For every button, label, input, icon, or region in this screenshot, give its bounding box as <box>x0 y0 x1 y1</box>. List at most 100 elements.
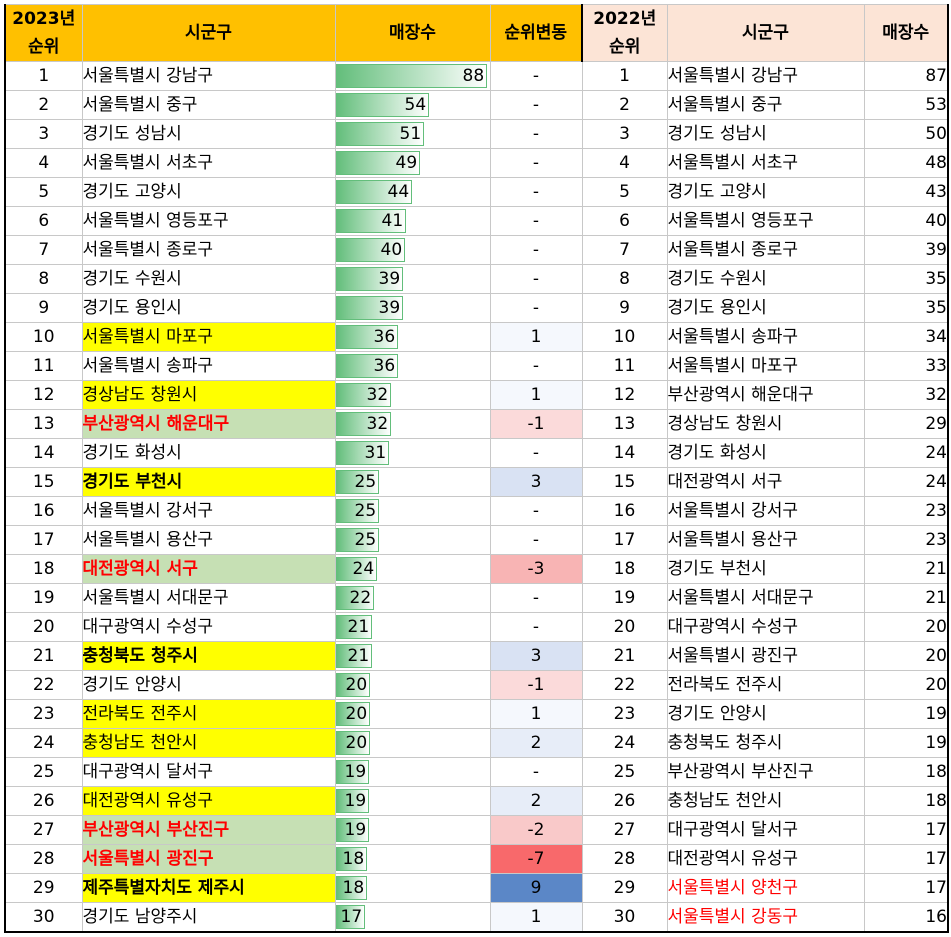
count-data-bar <box>336 731 370 755</box>
table-row: 2 서울특별시 중구 54-2 서울특별시 중구 53 <box>4 90 949 120</box>
count-2023-cell: 21 <box>334 641 491 671</box>
region-2022-cell: 서울특별시 양천구 <box>666 873 865 903</box>
region-2023-cell: 대전광역시 유성구 <box>81 786 336 816</box>
count-2023-cell: 25 <box>334 525 491 555</box>
rank-change-cell: 3 <box>489 641 583 671</box>
rank-2023-cell: 5 <box>4 177 83 207</box>
region-2022-cell: 경기도 안양시 <box>666 699 865 729</box>
table-row: 14 경기도 화성시 31-14 경기도 화성시 24 <box>4 438 949 468</box>
count-2023-cell: 51 <box>334 119 491 149</box>
region-2022-cell: 대전광역시 유성구 <box>666 844 865 874</box>
rank-change-cell: - <box>489 583 583 613</box>
count-2022-cell: 23 <box>863 496 949 526</box>
count-2023-value: 18 <box>342 849 365 869</box>
region-2022-cell: 서울특별시 마포구 <box>666 351 865 381</box>
rank-change-cell: -1 <box>489 409 583 439</box>
count-2022-cell: 19 <box>863 699 949 729</box>
rank-change-cell: - <box>489 177 583 207</box>
count-2022-cell: 33 <box>863 351 949 381</box>
rank-2022-cell: 21 <box>581 641 668 671</box>
table-row: 8 경기도 수원시 39-8 경기도 수원시 35 <box>4 264 949 294</box>
count-2023-value: 31 <box>364 443 387 463</box>
region-2023-cell: 경기도 성남시 <box>81 119 336 149</box>
rank-2022-cell: 11 <box>581 351 668 381</box>
table-row: 5 경기도 고양시 44-5 경기도 고양시 43 <box>4 177 949 207</box>
region-2023-cell: 서울특별시 서대문구 <box>81 583 336 613</box>
rank-2023-cell: 20 <box>4 612 83 642</box>
count-data-bar <box>336 93 429 117</box>
count-2023-value: 44 <box>387 182 410 202</box>
rank-change-cell: - <box>489 525 583 555</box>
table-row: 24 충청남도 천안시 20 2 24 충청북도 청주시 19 <box>4 728 949 758</box>
count-2023-cell: 22 <box>334 583 491 613</box>
region-2023-cell: 경기도 남양주시 <box>81 902 336 933</box>
count-data-bar <box>336 151 420 175</box>
count-2023-cell: 19 <box>334 757 491 787</box>
table-row: 25 대구광역시 달서구 19-25 부산광역시 부산진구 18 <box>4 757 949 787</box>
count-2023-value: 88 <box>462 66 485 86</box>
table-row: 1 서울특별시 강남구 88-1 서울특별시 강남구 87 <box>4 61 949 91</box>
count-2023-cell: 32 <box>334 380 491 410</box>
count-data-bar <box>336 876 367 900</box>
table-row: 9 경기도 용인시 39-9 경기도 용인시 35 <box>4 293 949 323</box>
count-2022-cell: 20 <box>863 641 949 671</box>
region-2023-cell: 전라북도 전주시 <box>81 699 336 729</box>
count-data-bar <box>336 760 369 784</box>
rank-2022-cell: 14 <box>581 438 668 468</box>
region-2023-cell: 서울특별시 마포구 <box>81 322 336 352</box>
table-row: 21 충청북도 청주시 21 3 21 서울특별시 광진구 20 <box>4 641 949 671</box>
region-2023-cell: 서울특별시 송파구 <box>81 351 336 381</box>
count-2023-cell: 20 <box>334 699 491 729</box>
rank-2022-cell: 15 <box>581 467 668 497</box>
region-2022-cell: 경기도 부천시 <box>666 554 865 584</box>
rank-2023-cell: 2 <box>4 90 83 120</box>
rank-2023-cell: 23 <box>4 699 83 729</box>
region-2023-cell: 부산광역시 해운대구 <box>81 409 336 439</box>
header-rank-change: 순위변동 <box>489 4 583 62</box>
region-2023-cell: 서울특별시 강남구 <box>81 61 336 91</box>
region-2022-cell: 서울특별시 강동구 <box>666 902 865 933</box>
rank-change-cell: - <box>489 293 583 323</box>
rank-change-cell: 2 <box>489 728 583 758</box>
count-2023-value: 22 <box>349 588 372 608</box>
count-data-bar <box>336 644 372 668</box>
rank-change-cell: 1 <box>489 699 583 729</box>
rank-2023-cell: 15 <box>4 467 83 497</box>
region-2023-cell: 서울특별시 광진구 <box>81 844 336 874</box>
region-2022-cell: 서울특별시 영등포구 <box>666 206 865 236</box>
table-row: 16 서울특별시 강서구 25-16 서울특별시 강서구 23 <box>4 496 949 526</box>
count-data-bar <box>336 615 372 639</box>
rank-change-cell: - <box>489 90 583 120</box>
count-2023-value: 25 <box>354 472 377 492</box>
rank-2022-cell: 2 <box>581 90 668 120</box>
count-2023-value: 32 <box>366 414 389 434</box>
table-row: 7 서울특별시 종로구 40-7 서울특별시 종로구 39 <box>4 235 949 265</box>
rank-2022-cell: 8 <box>581 264 668 294</box>
region-2022-cell: 서울특별시 중구 <box>666 90 865 120</box>
rank-2023-cell: 6 <box>4 206 83 236</box>
rank-2023-cell: 12 <box>4 380 83 410</box>
table-row: 30 경기도 남양주시 17 1 30 서울특별시 강동구 16 <box>4 902 949 933</box>
count-data-bar <box>336 412 391 436</box>
count-2023-value: 20 <box>345 675 368 695</box>
region-2022-cell: 경기도 고양시 <box>666 177 865 207</box>
region-2023-cell: 대구광역시 달서구 <box>81 757 336 787</box>
rank-2023-cell: 8 <box>4 264 83 294</box>
rank-2022-cell: 29 <box>581 873 668 903</box>
rank-2023-cell: 9 <box>4 293 83 323</box>
count-data-bar <box>336 441 389 465</box>
count-2022-cell: 35 <box>863 264 949 294</box>
rank-change-cell: -2 <box>489 815 583 845</box>
region-2022-cell: 서울특별시 종로구 <box>666 235 865 265</box>
count-2023-cell: 31 <box>334 438 491 468</box>
count-2023-cell: 39 <box>334 293 491 323</box>
header-count-2022: 매장수 <box>863 4 949 62</box>
rank-2022-cell: 17 <box>581 525 668 555</box>
rank-2022-cell: 24 <box>581 728 668 758</box>
region-2023-cell: 서울특별시 강서구 <box>81 496 336 526</box>
rank-change-cell: -3 <box>489 554 583 584</box>
count-2023-value: 40 <box>380 240 403 260</box>
count-2023-cell: 17 <box>334 902 491 933</box>
count-2023-cell: 20 <box>334 670 491 700</box>
table-row: 10 서울특별시 마포구 36 1 10 서울특별시 송파구 34 <box>4 322 949 352</box>
